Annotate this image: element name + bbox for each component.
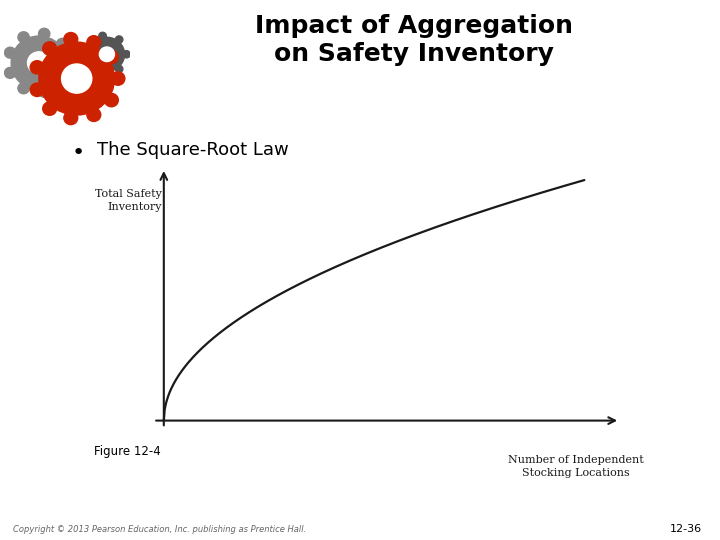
Circle shape xyxy=(64,111,78,125)
Text: Number of Independent
Stocking Locations: Number of Independent Stocking Locations xyxy=(508,455,644,478)
Text: •: • xyxy=(72,143,85,163)
Circle shape xyxy=(111,72,125,85)
Circle shape xyxy=(99,69,107,76)
Circle shape xyxy=(64,57,75,68)
Circle shape xyxy=(27,52,50,74)
Circle shape xyxy=(38,86,50,97)
Text: The Square-Root Law: The Square-Root Law xyxy=(97,141,289,159)
Circle shape xyxy=(87,36,101,49)
Circle shape xyxy=(57,76,68,87)
Text: Total Safety
Inventory: Total Safety Inventory xyxy=(95,188,162,212)
Circle shape xyxy=(104,93,118,107)
Text: 12-36: 12-36 xyxy=(670,523,702,534)
Circle shape xyxy=(89,37,125,71)
Circle shape xyxy=(30,60,44,74)
Circle shape xyxy=(12,36,66,90)
Circle shape xyxy=(122,51,130,58)
Circle shape xyxy=(99,47,114,62)
Circle shape xyxy=(57,38,68,49)
Circle shape xyxy=(86,43,93,50)
Circle shape xyxy=(30,83,44,97)
Circle shape xyxy=(99,32,107,39)
Circle shape xyxy=(42,42,57,55)
Circle shape xyxy=(38,28,50,39)
Circle shape xyxy=(18,83,30,94)
Circle shape xyxy=(42,102,57,116)
Circle shape xyxy=(86,59,93,66)
Text: Copyright © 2013 Pearson Education, Inc. publishing as Prentice Hall.: Copyright © 2013 Pearson Education, Inc.… xyxy=(13,524,306,534)
Text: Figure 12-4: Figure 12-4 xyxy=(94,446,161,458)
Circle shape xyxy=(4,47,16,58)
Circle shape xyxy=(104,50,118,64)
Circle shape xyxy=(87,108,101,122)
Circle shape xyxy=(39,42,114,115)
Circle shape xyxy=(18,32,30,43)
Circle shape xyxy=(64,32,78,46)
Circle shape xyxy=(61,64,92,93)
Circle shape xyxy=(4,68,16,78)
Circle shape xyxy=(115,36,123,43)
Text: Impact of Aggregation
on Safety Inventory: Impact of Aggregation on Safety Inventor… xyxy=(255,14,573,66)
Circle shape xyxy=(115,65,123,73)
